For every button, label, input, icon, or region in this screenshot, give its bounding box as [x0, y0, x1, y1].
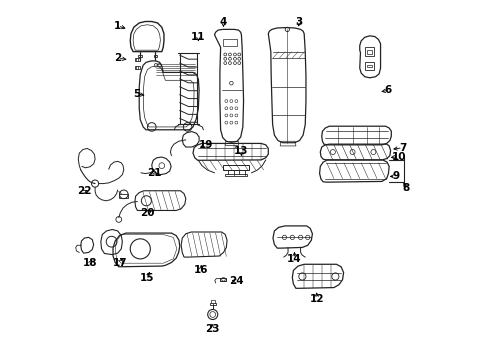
Text: 8: 8	[403, 183, 410, 193]
Text: 6: 6	[385, 85, 392, 95]
Text: 24: 24	[229, 276, 244, 286]
Text: 11: 11	[191, 32, 206, 41]
Text: 9: 9	[392, 171, 399, 181]
Text: 16: 16	[194, 265, 209, 275]
Text: 1: 1	[114, 21, 122, 31]
Text: 7: 7	[399, 143, 407, 153]
Text: 4: 4	[220, 17, 227, 27]
Text: 22: 22	[77, 186, 92, 197]
Text: 10: 10	[392, 152, 406, 162]
Text: 18: 18	[83, 258, 98, 268]
Text: 14: 14	[287, 254, 302, 264]
Text: 5: 5	[133, 89, 140, 99]
Text: 23: 23	[205, 324, 219, 334]
Text: 20: 20	[140, 208, 155, 218]
Text: 17: 17	[113, 258, 127, 268]
Text: 15: 15	[140, 273, 155, 283]
Text: 13: 13	[234, 146, 248, 156]
Text: 3: 3	[295, 17, 302, 27]
Text: 19: 19	[198, 140, 213, 150]
Text: 2: 2	[114, 53, 122, 63]
Text: 21: 21	[147, 168, 162, 178]
Text: 12: 12	[310, 294, 324, 304]
